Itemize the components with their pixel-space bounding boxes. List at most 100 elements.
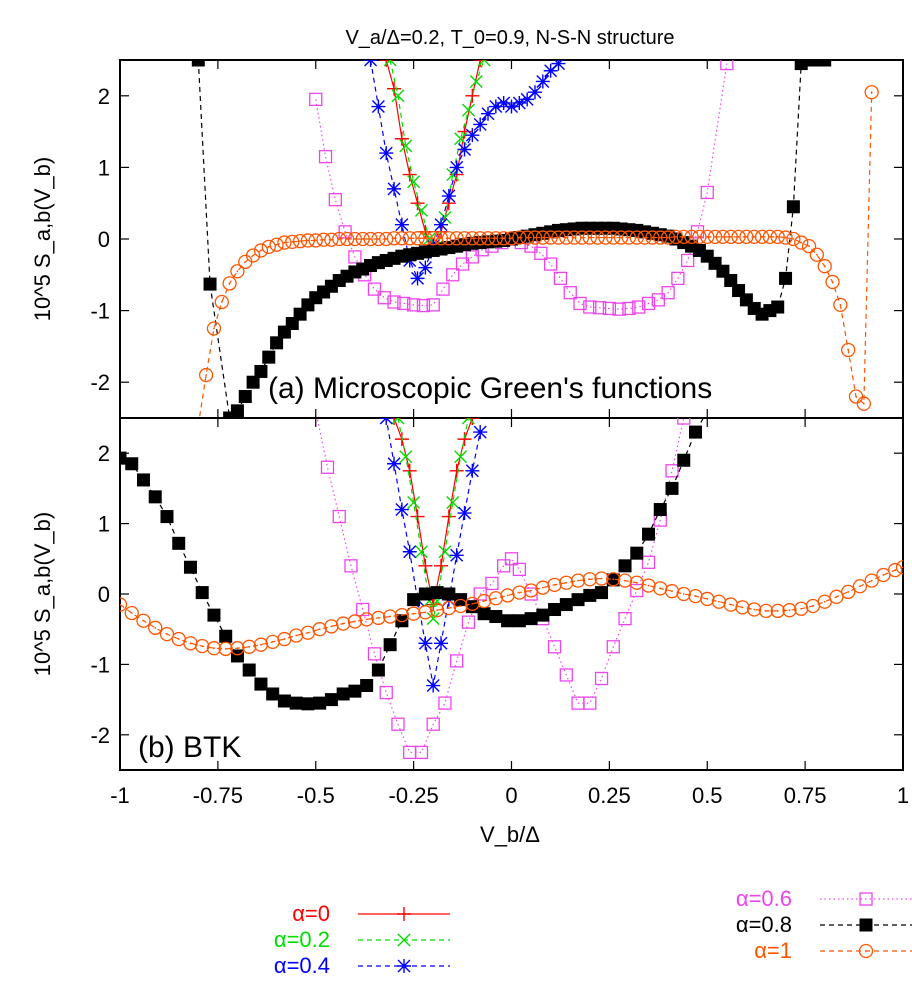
panel-a-series-5-point-dot [354,238,356,240]
panel-a-series-5-point [723,229,738,245]
panel-a-series-5-point [598,230,613,245]
panel-b-series-4-point [689,425,703,439]
panel-a-series-5-point [848,389,864,404]
panel-b-series-4-point [759,404,772,417]
panel-a-series-3-point [553,271,568,286]
panel-b-series-4-point [630,546,644,560]
panel-b-series-4-point [183,560,197,574]
panel-b-series-4-point [172,536,186,550]
panel-a-series-5-point-dot [330,238,333,241]
panel-b-series-4-point [783,404,796,417]
panel-a-series-5-point-dot [667,236,669,239]
panel-a-series-3-point [720,60,734,71]
panel-a-series-3 [309,60,734,316]
panel-b-series-3-point [594,671,609,686]
panel-a-series-5-point-dot [455,237,458,240]
panel-a-series-5-point-dot [471,237,474,240]
panel-a-series-5-point-dot [502,237,505,240]
panel-a-series-3-point [681,253,695,268]
panel-b-series-3-point [473,587,487,601]
panel-a-series-2-point [394,217,409,232]
panel-a-series-5-point [410,231,425,246]
panel-b-series-4-point [677,453,691,467]
panel-b-series-4-point [371,663,385,677]
panel-b-series-3-point [665,464,679,478]
panel-a-series-5-point-dot [463,237,466,240]
panel-a-series-5-point-dot [393,237,395,240]
panel-a-series-5-point-dot [612,236,615,239]
panel-b-series-0-line [393,418,473,605]
panel-b-series-5-point-dot [624,579,626,582]
panel-a-series-2-point [512,95,527,110]
panel-b-series-5-point [841,584,856,600]
panel-a-series-5-point [833,297,848,313]
panel-b-series-4-point [842,404,855,417]
panel-a-series-0-point [410,196,425,211]
panel-b-series-3-point [583,696,597,710]
panel-a-series-5-point [198,367,214,383]
panel-a-series-5-point [825,274,840,290]
panel-a-series-5-point-dot [698,235,701,238]
panel-a-series-5-point-dot [643,236,646,239]
panel-b-series-5-point-dot [459,605,462,607]
panel-a-series-4-point [254,364,268,378]
panel-b-series-2-point [387,456,402,471]
panel-a-series-5-point-dot [432,237,435,240]
legend-entry: α=0.8 [736,912,912,937]
panel-a-series-5-point [590,230,605,245]
panel-a-series-1-point [469,74,483,88]
panel-a-series-5-point-dot [487,237,489,240]
panel-b-series-5-point-dot [823,600,826,603]
panel-a-series-5-point [308,233,323,248]
panel-a-series-2-point [473,117,488,132]
panel-a-series-4-point [724,274,738,288]
panel-a-series-5-point-dot [307,239,309,242]
panel-b-series-4-point [536,608,550,622]
panel-a-series-5-point [520,230,535,245]
panel-a-series-5-point [747,229,762,245]
panel-a-series-4-point [779,271,793,285]
panel-a-series-5-point [433,231,449,246]
panel-a-series-5-point-dot [581,236,583,239]
panel-a-series-5-point-dot [494,237,497,240]
panel-a-series-5-point [355,231,370,247]
panel-a-series-5-point [817,259,832,274]
panel-a-series-5-point [762,229,778,245]
panel-a-series-5-point [292,233,308,249]
panel-b-series-5-point [159,626,175,642]
panel-a-series-3-point [671,271,685,286]
panel-a-series-5-point-dot [808,245,810,248]
panel-b-series-5-point-dot [788,609,791,612]
panel-a-series-5-point [285,234,300,250]
panel-b-ytick-label: 0 [98,582,110,607]
panel-a-series-5-point [488,231,503,246]
panel-a-series-5-point-dot [541,236,544,239]
panel-b-series-4-point [289,696,303,710]
panel-a-series-5-point-dot [197,424,199,426]
panel-b-series-5-line [120,566,903,650]
panel-b-series-5-point [206,641,222,656]
panel-b-series-5-point-dot [541,586,544,589]
panel-a-ytick-label: -1 [90,299,110,324]
panel-b-series-1-point [438,545,452,559]
panel-b-series-4-line [120,418,705,705]
panel-b-series-5-point-dot [647,584,650,587]
panel-a-series-5-point-dot [815,253,818,256]
panel-a-series-5-point [441,231,457,246]
panel-a-series-5-point-dot [228,282,231,285]
panel-a-series-1-point [383,60,397,67]
panel-a-series-5-point-dot [252,254,255,257]
panel-b-series-4-point [442,587,456,601]
panel-a-series-5-point-dot [722,235,724,238]
panel-a-series-5-point [457,231,472,246]
panel-a-series-5-point-dot [776,235,779,238]
panel-a-series-3-point [426,298,440,312]
panel-a-series-5-point [707,229,723,245]
panel-b-series-5-point [148,620,163,635]
panel-a-series-1-point [391,89,405,103]
panel-b-series-4-point [595,586,609,600]
panel-a-series-0 [379,60,488,254]
panel-b-series-5-point [758,603,774,619]
panel-a-series-5-point [660,230,676,245]
